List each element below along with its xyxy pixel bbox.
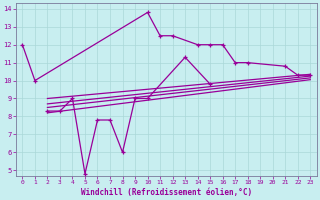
X-axis label: Windchill (Refroidissement éolien,°C): Windchill (Refroidissement éolien,°C) xyxy=(81,188,252,197)
